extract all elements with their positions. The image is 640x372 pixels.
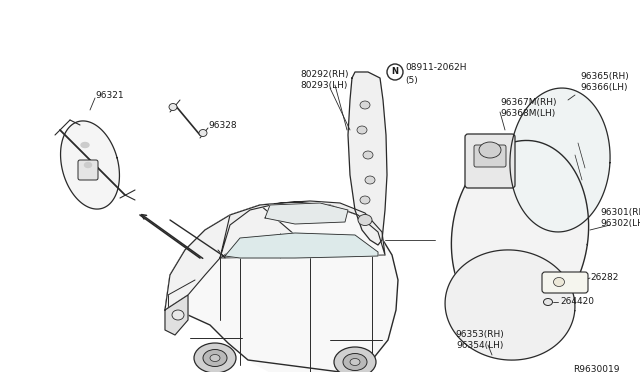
Ellipse shape — [84, 163, 92, 167]
Ellipse shape — [334, 347, 376, 372]
Text: 96353(RH)
96354(LH): 96353(RH) 96354(LH) — [456, 330, 504, 350]
Text: 96365(RH)
96366(LH): 96365(RH) 96366(LH) — [580, 72, 628, 92]
FancyBboxPatch shape — [474, 145, 506, 167]
Ellipse shape — [210, 355, 220, 362]
Ellipse shape — [203, 350, 227, 366]
Polygon shape — [451, 141, 589, 330]
Text: 26282: 26282 — [590, 273, 618, 282]
Polygon shape — [510, 88, 610, 232]
Text: 96301(RH)
96302(LH): 96301(RH) 96302(LH) — [600, 208, 640, 228]
Ellipse shape — [358, 215, 372, 225]
Ellipse shape — [363, 151, 373, 159]
Text: 96321: 96321 — [95, 90, 124, 99]
Text: 264420: 264420 — [560, 298, 594, 307]
FancyBboxPatch shape — [542, 272, 588, 293]
Ellipse shape — [357, 126, 367, 134]
Circle shape — [387, 64, 403, 80]
FancyBboxPatch shape — [465, 134, 515, 188]
Polygon shape — [225, 233, 378, 258]
Ellipse shape — [360, 101, 370, 109]
Ellipse shape — [172, 310, 184, 320]
Ellipse shape — [194, 343, 236, 372]
Text: 80292(RH)
80293(LH): 80292(RH) 80293(LH) — [300, 70, 349, 90]
Polygon shape — [165, 205, 295, 310]
Ellipse shape — [343, 353, 367, 371]
Polygon shape — [165, 202, 398, 372]
Ellipse shape — [479, 142, 501, 158]
Ellipse shape — [365, 176, 375, 184]
Ellipse shape — [554, 278, 564, 286]
Polygon shape — [220, 201, 385, 258]
Polygon shape — [445, 250, 575, 360]
Text: (5): (5) — [405, 76, 418, 84]
Ellipse shape — [543, 298, 552, 305]
Ellipse shape — [169, 103, 177, 110]
Text: 96328: 96328 — [208, 121, 237, 129]
Text: 08911-2062H: 08911-2062H — [405, 64, 467, 73]
Text: 96367M(RH)
96368M(LH): 96367M(RH) 96368M(LH) — [500, 98, 557, 118]
Polygon shape — [165, 295, 188, 335]
Ellipse shape — [360, 196, 370, 204]
Ellipse shape — [350, 359, 360, 366]
Text: R9630019: R9630019 — [573, 365, 620, 372]
Polygon shape — [348, 72, 387, 245]
Polygon shape — [265, 203, 348, 224]
Text: N: N — [392, 67, 399, 77]
Ellipse shape — [81, 142, 89, 148]
Ellipse shape — [199, 129, 207, 137]
Polygon shape — [61, 121, 120, 209]
FancyBboxPatch shape — [78, 160, 98, 180]
